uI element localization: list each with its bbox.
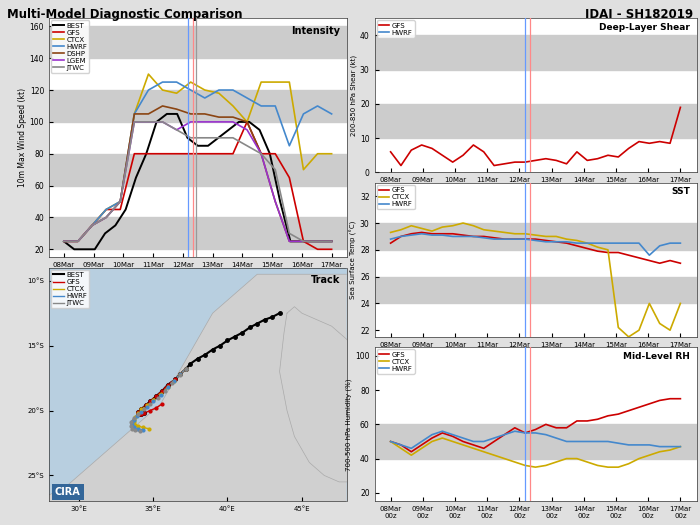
Legend: BEST, GFS, CTCX, HWRF, JTWC: BEST, GFS, CTCX, HWRF, JTWC — [51, 270, 90, 308]
Bar — [374, 104, 696, 138]
Text: IDAI - SH182019: IDAI - SH182019 — [585, 8, 693, 21]
Text: Deep-Layer Shear: Deep-Layer Shear — [599, 23, 690, 32]
Text: CIRA: CIRA — [55, 487, 80, 497]
Bar — [374, 223, 696, 250]
Y-axis label: 700-500 hPa Humidity (%): 700-500 hPa Humidity (%) — [346, 378, 352, 470]
Legend: GFS, CTCX, HWRF: GFS, CTCX, HWRF — [377, 350, 415, 374]
Text: Multi-Model Diagnostic Comparison: Multi-Model Diagnostic Comparison — [7, 8, 242, 21]
Bar — [49, 154, 346, 185]
Bar — [374, 277, 696, 303]
Bar — [49, 90, 346, 122]
Bar — [49, 217, 346, 249]
Legend: GFS, CTCX, HWRF: GFS, CTCX, HWRF — [377, 185, 415, 209]
Polygon shape — [279, 307, 384, 482]
Text: Mid-Level RH: Mid-Level RH — [623, 352, 690, 361]
Bar — [49, 26, 346, 58]
Legend: GFS, HWRF: GFS, HWRF — [377, 20, 415, 38]
Bar — [374, 424, 696, 459]
Y-axis label: 10m Max Wind Speed (kt): 10m Max Wind Speed (kt) — [18, 88, 27, 187]
Bar — [374, 36, 696, 70]
Legend: BEST, GFS, CTCX, HWRF, DSHP, LGEM, JTWC: BEST, GFS, CTCX, HWRF, DSHP, LGEM, JTWC — [51, 20, 90, 73]
Y-axis label: 200-850 hPa Shear (kt): 200-850 hPa Shear (kt) — [351, 55, 357, 136]
Text: Intensity: Intensity — [292, 26, 341, 36]
Text: Track: Track — [312, 275, 341, 285]
Polygon shape — [49, 274, 346, 501]
Text: SST: SST — [671, 187, 690, 196]
Y-axis label: Sea Surface Temp (°C): Sea Surface Temp (°C) — [350, 220, 357, 299]
